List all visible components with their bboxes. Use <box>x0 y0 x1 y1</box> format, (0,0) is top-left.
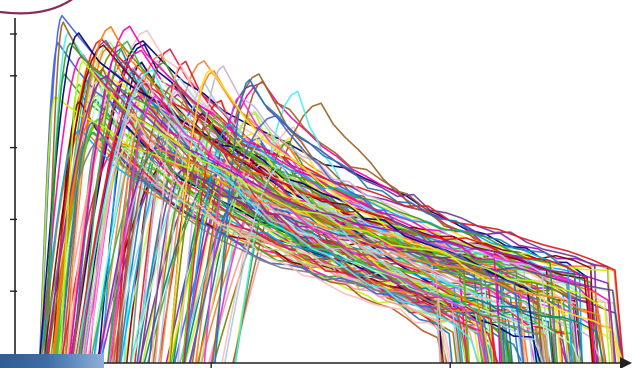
series-line <box>86 113 450 364</box>
series-line <box>44 75 617 364</box>
series-line <box>177 65 578 364</box>
series-line <box>112 125 606 364</box>
series-line <box>74 69 480 364</box>
series-lines <box>38 14 625 364</box>
series-line <box>39 136 545 364</box>
series-line <box>45 21 469 364</box>
series-line <box>60 146 496 364</box>
series-line <box>154 118 441 364</box>
series-line <box>109 95 487 364</box>
series-line <box>51 100 445 364</box>
series-line <box>73 110 494 364</box>
series-line <box>214 78 584 364</box>
corner-decoration-arc <box>0 0 73 15</box>
x-axis-arrow <box>620 357 632 368</box>
series-line <box>68 25 503 364</box>
series-line <box>74 81 596 364</box>
corner-decoration-block <box>0 354 104 368</box>
series-line <box>183 137 498 364</box>
series-line <box>59 60 611 364</box>
series-line <box>178 161 550 364</box>
series-line <box>42 42 558 364</box>
y-ticks <box>10 33 17 292</box>
series-line <box>44 31 539 364</box>
